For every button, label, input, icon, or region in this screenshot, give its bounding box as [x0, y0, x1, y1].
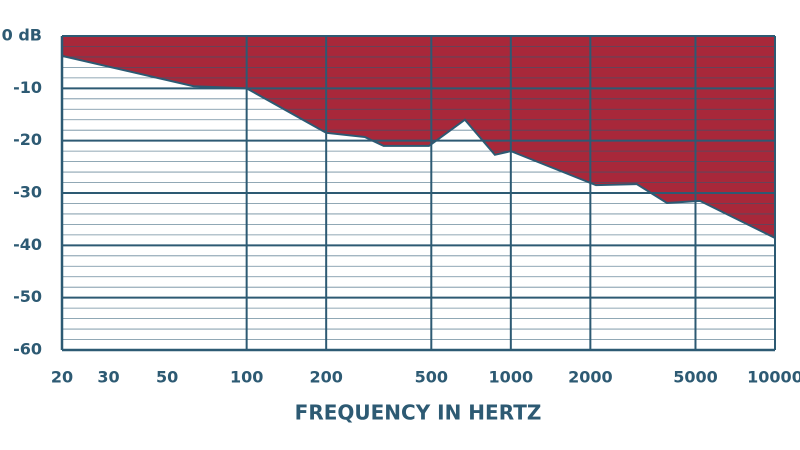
y-tick-label: -20 [13, 130, 42, 149]
x-tick-label: 30 [97, 368, 119, 387]
x-tick-label: 1000 [489, 368, 534, 387]
y-tick-label: 0 dB [2, 26, 42, 45]
area-fill [62, 36, 775, 239]
x-tick-label: 5000 [673, 368, 718, 387]
y-tick-label: -60 [13, 340, 42, 359]
x-tick-label: 100 [230, 368, 263, 387]
x-tick-label: 500 [415, 368, 448, 387]
x-tick-label: 20 [51, 368, 73, 387]
x-tick-label: 10000 [747, 368, 800, 387]
x-tick-label: 50 [156, 368, 178, 387]
response-line [61, 54, 776, 239]
x-tick-label: 200 [309, 368, 342, 387]
y-tick-label: -30 [13, 183, 42, 202]
y-tick-label: -10 [13, 78, 42, 97]
x-tick-label: 2000 [568, 368, 613, 387]
y-tick-label: -40 [13, 235, 42, 254]
x-axis-label: FREQUENCY IN HERTZ [295, 401, 542, 425]
y-tick-label: -50 [13, 287, 42, 306]
